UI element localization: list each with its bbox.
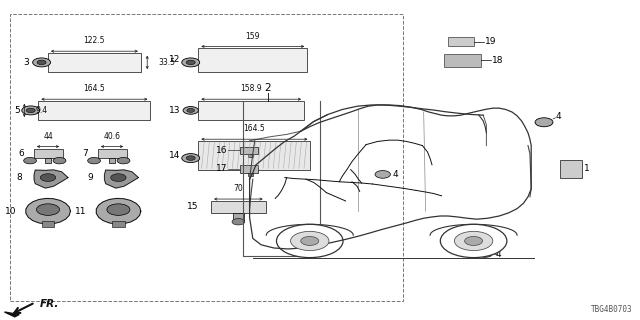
Circle shape: [375, 171, 390, 178]
Polygon shape: [4, 312, 19, 317]
Bar: [240, 165, 258, 173]
Text: 164.5: 164.5: [244, 124, 265, 133]
Bar: [198, 48, 307, 72]
Text: 44: 44: [43, 132, 53, 141]
Text: 4: 4: [556, 112, 561, 121]
Text: 2: 2: [264, 83, 271, 93]
Circle shape: [187, 108, 195, 112]
Text: 8: 8: [17, 173, 22, 182]
Text: 122.5: 122.5: [84, 36, 105, 45]
Circle shape: [183, 107, 198, 114]
Text: 11: 11: [75, 207, 86, 216]
Text: 33.5: 33.5: [159, 58, 176, 67]
Text: 5: 5: [15, 106, 20, 115]
Text: 14: 14: [169, 151, 180, 160]
Text: 15: 15: [187, 202, 198, 211]
Circle shape: [117, 157, 130, 164]
Text: 1: 1: [584, 164, 590, 173]
Bar: [198, 101, 304, 120]
Text: 3: 3: [23, 58, 29, 67]
Circle shape: [22, 106, 40, 115]
Circle shape: [276, 224, 343, 258]
Text: 9: 9: [87, 173, 93, 182]
Bar: [45, 158, 51, 163]
Bar: [248, 173, 253, 176]
Bar: [48, 53, 141, 72]
Circle shape: [465, 236, 483, 245]
Circle shape: [182, 154, 200, 163]
Polygon shape: [26, 198, 70, 224]
Circle shape: [88, 157, 100, 164]
Bar: [248, 154, 253, 157]
Text: 164.5: 164.5: [84, 84, 105, 93]
Circle shape: [440, 224, 507, 258]
Bar: [240, 147, 258, 154]
Bar: [198, 141, 310, 170]
Bar: [34, 149, 63, 158]
Text: 40.6: 40.6: [104, 132, 120, 141]
Text: 12: 12: [169, 55, 180, 65]
Text: 9.4: 9.4: [36, 106, 48, 115]
Circle shape: [301, 236, 319, 245]
Text: 18: 18: [492, 56, 504, 65]
Circle shape: [53, 157, 66, 164]
Bar: [560, 160, 582, 178]
Text: 6: 6: [18, 149, 24, 158]
Circle shape: [454, 231, 493, 251]
Circle shape: [182, 58, 200, 67]
Circle shape: [186, 60, 195, 65]
Circle shape: [291, 231, 329, 251]
Circle shape: [111, 174, 126, 181]
Bar: [234, 213, 244, 221]
Polygon shape: [34, 170, 68, 188]
Text: 10: 10: [4, 207, 16, 216]
Text: 16: 16: [216, 146, 227, 155]
Text: 17: 17: [216, 164, 227, 173]
Circle shape: [107, 204, 130, 215]
Circle shape: [186, 156, 195, 160]
Text: 13: 13: [169, 106, 180, 115]
Bar: [109, 158, 115, 163]
Circle shape: [37, 60, 46, 65]
Circle shape: [477, 250, 493, 257]
Circle shape: [33, 58, 51, 67]
Bar: [448, 37, 474, 46]
Bar: [10, 14, 403, 301]
Circle shape: [40, 174, 56, 181]
Text: 19: 19: [485, 37, 497, 46]
Text: TBG4B0703: TBG4B0703: [591, 305, 632, 314]
Polygon shape: [96, 198, 141, 224]
Bar: [98, 149, 127, 158]
Polygon shape: [104, 170, 138, 188]
Circle shape: [26, 108, 35, 113]
Circle shape: [535, 118, 553, 127]
Text: 158.9: 158.9: [241, 84, 262, 93]
Circle shape: [24, 157, 36, 164]
Text: 4: 4: [495, 250, 501, 259]
Circle shape: [36, 204, 60, 215]
Bar: [444, 54, 481, 67]
Bar: [112, 221, 125, 227]
Text: 4: 4: [393, 170, 399, 179]
Text: 7: 7: [82, 149, 88, 158]
Bar: [42, 221, 54, 227]
Bar: [211, 201, 266, 213]
Text: 70: 70: [234, 184, 243, 193]
Circle shape: [232, 219, 245, 225]
Text: 159: 159: [246, 32, 260, 41]
Text: FR.: FR.: [40, 299, 59, 309]
Bar: [38, 101, 150, 120]
